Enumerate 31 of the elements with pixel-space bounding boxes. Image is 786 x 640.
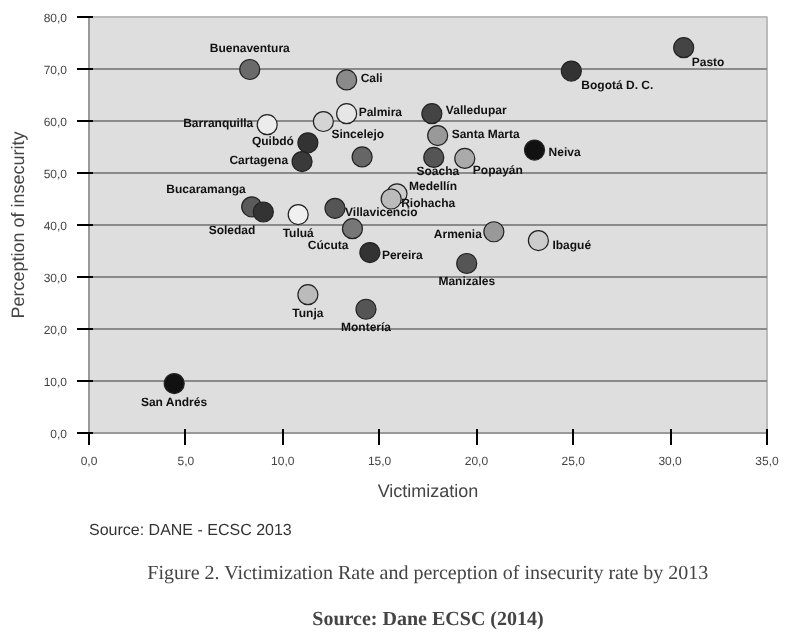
point <box>287 204 309 226</box>
point <box>454 147 476 170</box>
point <box>423 146 445 168</box>
point <box>297 284 319 306</box>
point <box>297 132 319 154</box>
text: Source: Dane ECSC (2014) <box>312 609 544 631</box>
point <box>673 37 695 59</box>
point <box>336 69 358 91</box>
point <box>456 252 478 275</box>
y-axis-title: Perception of insecurity <box>7 130 28 319</box>
point <box>239 58 261 81</box>
point <box>527 230 550 252</box>
point <box>336 103 358 125</box>
point <box>427 124 449 147</box>
point <box>560 60 582 82</box>
source-note: Source: DANE - ECSC 2013 <box>89 521 293 539</box>
point <box>163 373 185 395</box>
point <box>359 241 381 264</box>
point <box>421 103 443 125</box>
point <box>312 110 334 133</box>
point <box>355 298 377 320</box>
point <box>252 201 274 223</box>
point <box>324 197 346 219</box>
point <box>483 221 505 243</box>
point <box>351 146 373 168</box>
point <box>523 139 546 161</box>
point <box>341 218 364 240</box>
x-axis-title: Victimization <box>377 481 479 501</box>
text: Figure 2. Victimization Rate and perception of insecurity rate by 2013 <box>147 563 709 585</box>
point <box>291 150 313 173</box>
point <box>256 114 278 136</box>
